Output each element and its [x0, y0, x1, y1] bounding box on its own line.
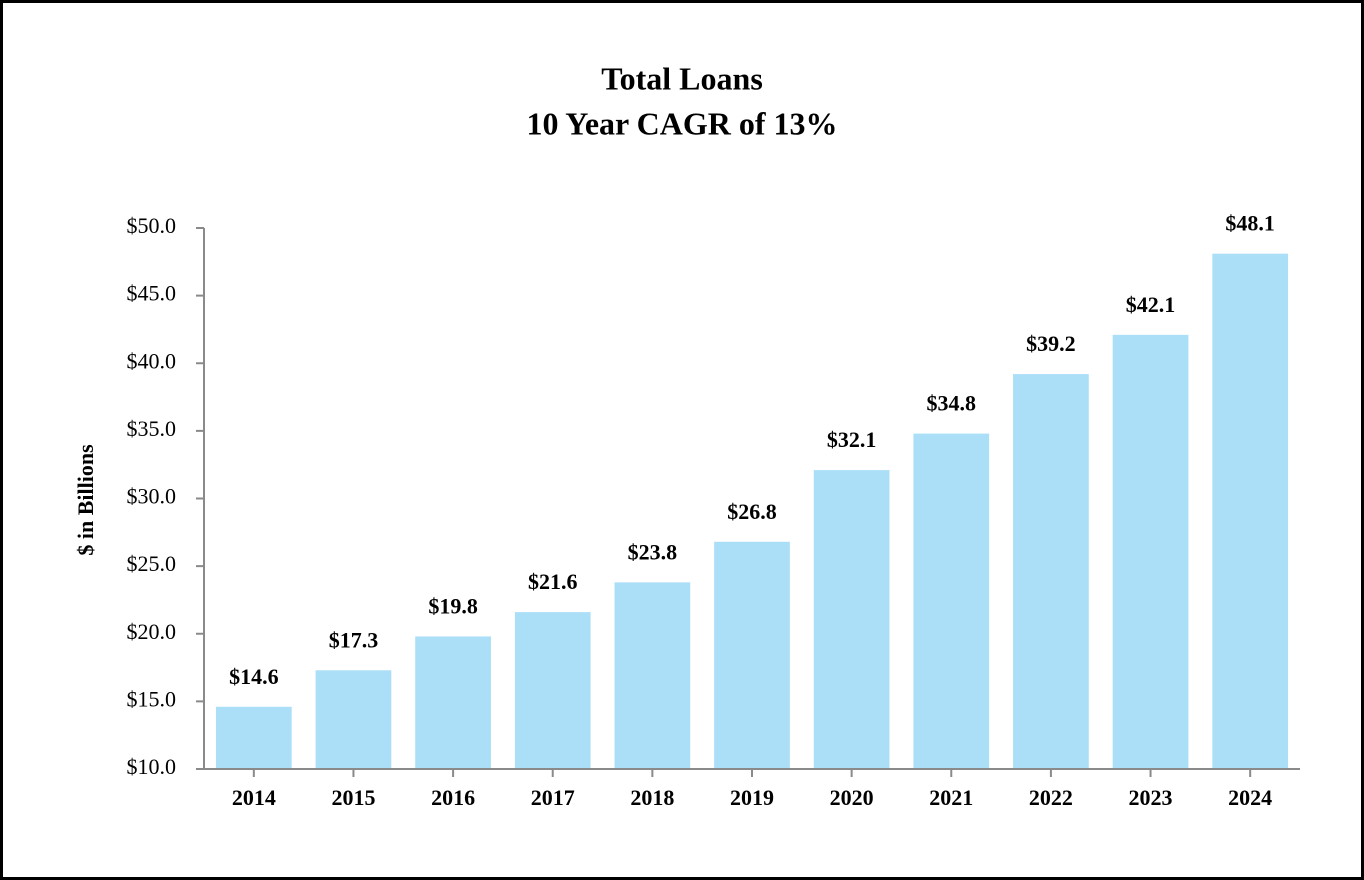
value-label: $19.8 [428, 594, 478, 619]
bar [415, 636, 491, 769]
x-tick-label: 2020 [830, 785, 874, 810]
bar [514, 612, 591, 769]
value-label: $34.8 [927, 391, 977, 416]
x-tick-label: 2021 [929, 785, 973, 810]
x-tick-label: 2024 [1228, 785, 1272, 810]
bar [813, 470, 890, 769]
x-tick-label: 2022 [1029, 785, 1073, 810]
value-label: $14.6 [229, 664, 279, 689]
x-tick-label: 2019 [730, 785, 774, 810]
chart-title: Total Loans [601, 60, 763, 96]
value-label: $39.2 [1026, 331, 1076, 356]
y-tick-label: $30.0 [127, 484, 177, 509]
bar [913, 433, 990, 769]
y-tick-label: $45.0 [127, 281, 177, 306]
y-axis-label: $ in Billions [73, 444, 98, 556]
value-label: $17.3 [329, 627, 379, 652]
y-tick-label: $10.0 [127, 754, 177, 779]
bar [1112, 334, 1189, 769]
value-label: $23.8 [628, 539, 678, 564]
x-tick-label: 2017 [531, 785, 575, 810]
y-tick-label: $40.0 [127, 348, 177, 373]
value-label: $26.8 [727, 499, 777, 524]
x-tick-label: 2023 [1129, 785, 1173, 810]
chart-subtitle: 10 Year CAGR of 13% [526, 105, 837, 141]
y-tick-label: $25.0 [127, 551, 177, 576]
bar [1013, 374, 1089, 769]
y-tick-label: $50.0 [127, 213, 177, 238]
y-tick-label: $20.0 [127, 619, 177, 644]
bar [714, 541, 790, 769]
x-tick-label: 2014 [232, 785, 276, 810]
y-tick-label: $35.0 [127, 416, 177, 441]
bar [614, 582, 691, 769]
x-tick-label: 2015 [331, 785, 375, 810]
x-tick-label: 2018 [630, 785, 674, 810]
value-label: $32.1 [827, 427, 877, 452]
value-label: $42.1 [1126, 292, 1176, 317]
value-label: $48.1 [1225, 211, 1275, 236]
bar [315, 670, 392, 769]
bar [1212, 253, 1289, 769]
value-label: $21.6 [528, 569, 578, 594]
y-tick-label: $15.0 [127, 686, 177, 711]
bar [215, 706, 292, 769]
x-tick-label: 2016 [431, 785, 475, 810]
